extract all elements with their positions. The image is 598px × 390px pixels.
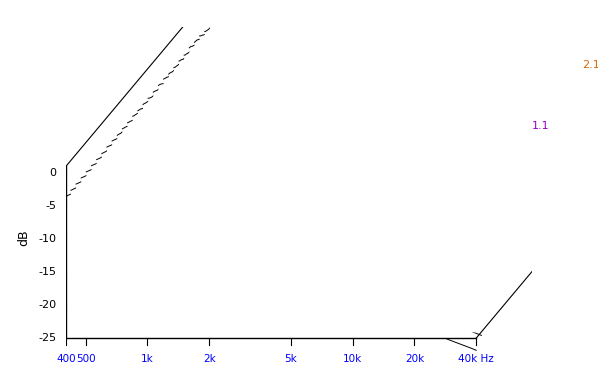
Polygon shape xyxy=(97,132,507,308)
Text: -25: -25 xyxy=(38,333,56,343)
Polygon shape xyxy=(200,4,598,185)
Polygon shape xyxy=(184,23,594,204)
Polygon shape xyxy=(133,87,543,265)
Polygon shape xyxy=(179,30,590,209)
Polygon shape xyxy=(76,161,487,332)
Polygon shape xyxy=(123,100,533,277)
Polygon shape xyxy=(153,62,564,240)
Polygon shape xyxy=(215,0,598,167)
Text: -5: -5 xyxy=(45,201,56,211)
Polygon shape xyxy=(205,0,598,179)
Text: 1.1: 1.1 xyxy=(532,121,550,131)
Polygon shape xyxy=(210,0,598,173)
Text: 2.1: 2.1 xyxy=(582,60,598,70)
Polygon shape xyxy=(164,49,574,228)
Polygon shape xyxy=(66,180,476,350)
Text: 40k Hz: 40k Hz xyxy=(459,354,494,364)
Text: 10k: 10k xyxy=(343,354,362,364)
Polygon shape xyxy=(91,138,502,314)
Text: 400: 400 xyxy=(56,354,75,364)
Text: 20k: 20k xyxy=(405,354,424,364)
Polygon shape xyxy=(112,113,523,289)
Text: 500: 500 xyxy=(76,354,96,364)
Text: 1k: 1k xyxy=(141,354,154,364)
Text: -10: -10 xyxy=(38,234,56,244)
Polygon shape xyxy=(102,126,512,302)
Text: 0.0: 0.0 xyxy=(481,181,499,191)
Polygon shape xyxy=(138,81,548,259)
Text: dB: dB xyxy=(17,229,30,246)
Polygon shape xyxy=(71,170,481,339)
Polygon shape xyxy=(81,152,492,326)
Polygon shape xyxy=(194,10,598,191)
Text: -15: -15 xyxy=(38,267,56,277)
Polygon shape xyxy=(107,119,517,296)
Text: 0: 0 xyxy=(50,168,56,178)
Polygon shape xyxy=(117,106,527,283)
Polygon shape xyxy=(190,17,598,197)
Polygon shape xyxy=(158,56,569,234)
Text: 2k: 2k xyxy=(203,354,216,364)
Polygon shape xyxy=(86,145,497,320)
Text: -20: -20 xyxy=(38,300,56,310)
Text: 5k: 5k xyxy=(285,354,297,364)
Polygon shape xyxy=(174,36,584,216)
Polygon shape xyxy=(148,69,559,246)
Polygon shape xyxy=(169,42,579,222)
Polygon shape xyxy=(143,75,554,253)
Polygon shape xyxy=(127,94,538,271)
